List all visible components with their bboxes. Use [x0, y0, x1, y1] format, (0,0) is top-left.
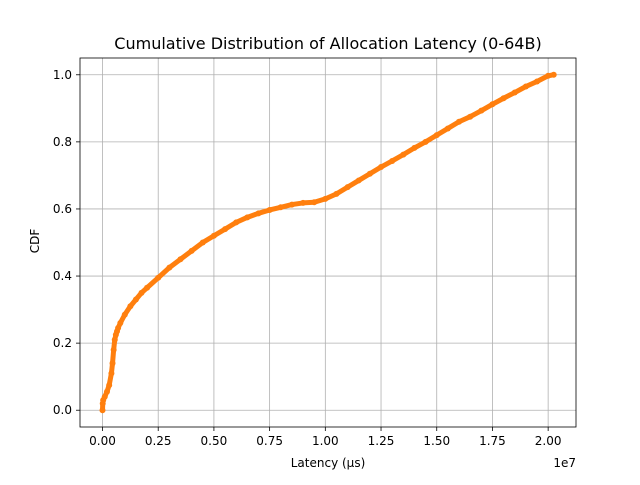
x-axis-offset-label: 1e7: [553, 456, 576, 470]
cdf-data-point: [311, 199, 318, 206]
cdf-data-point: [144, 284, 151, 291]
cdf-data-point: [389, 157, 396, 164]
x-tick-label: 0.25: [145, 434, 172, 448]
cdf-data-point: [333, 190, 340, 197]
cdf-data-point: [400, 151, 407, 158]
cdf-data-point: [110, 346, 117, 353]
cdf-data-point: [155, 274, 162, 281]
cdf-data-point: [101, 393, 108, 400]
x-tick-label: 0.00: [89, 434, 116, 448]
cdf-data-point: [422, 138, 429, 145]
y-tick-label: 0.6: [53, 202, 72, 216]
cdf-data-point: [188, 247, 195, 254]
cdf-data-point: [106, 382, 113, 389]
cdf-data-point: [177, 256, 184, 263]
cdf-data-point: [322, 195, 329, 202]
cdf-data-point: [244, 214, 251, 221]
chart-title: Cumulative Distribution of Allocation La…: [114, 34, 541, 53]
cdf-data-point: [288, 201, 295, 208]
x-tick-label: 1.50: [423, 434, 450, 448]
series-layer: [99, 71, 557, 414]
cdf-data-point: [522, 83, 529, 90]
cdf-data-point: [199, 239, 206, 246]
ticks: 0.00 0.25 0.50 0.75 1.00 1.25 1.50 1.75 2.00 0.0 0…: [53, 68, 562, 448]
cdf-data-point: [511, 89, 518, 96]
cdf-data-point: [300, 199, 307, 206]
cdf-data-point: [277, 204, 284, 211]
cdf-data-point: [132, 296, 139, 303]
cdf-data-point: [500, 95, 507, 102]
x-tick-label: 0.75: [256, 434, 283, 448]
y-tick-label: 0.2: [53, 336, 72, 350]
cdf-data-point: [534, 78, 541, 85]
cdf-data-point: [233, 219, 240, 226]
y-tick-label: 0.8: [53, 135, 72, 149]
x-tick-label: 0.50: [201, 434, 228, 448]
x-tick-label: 1.75: [479, 434, 506, 448]
cdf-data-point: [255, 210, 262, 217]
axes-frame: [79, 57, 577, 428]
cdf-data-point: [489, 101, 496, 108]
cdf-data-point: [266, 206, 273, 213]
x-tick-label: 2.00: [535, 434, 562, 448]
y-axis-label: CDF: [28, 229, 42, 254]
cdf-data-point: [344, 184, 351, 191]
cdf-data-point: [433, 132, 440, 139]
cdf-data-point: [355, 177, 362, 184]
cdf-data-point: [111, 336, 118, 343]
cdf-data-point: [109, 360, 116, 367]
cdf-data-point: [117, 320, 124, 327]
cdf-data-point: [210, 232, 217, 239]
x-axis-label: Latency (µs): [291, 456, 366, 470]
cdf-data-point: [444, 125, 451, 132]
cdf-data-point: [378, 164, 385, 171]
cdf-data-point: [127, 303, 134, 310]
y-tick-label: 0.4: [53, 269, 72, 283]
cdf-data-point: [411, 144, 418, 151]
cdf-data-point: [99, 407, 106, 414]
cdf-data-point: [222, 226, 229, 233]
y-tick-label: 0.0: [53, 403, 72, 417]
cdf-data-point: [121, 311, 128, 318]
cdf-data-point: [550, 71, 557, 78]
cdf-data-point: [103, 388, 110, 395]
x-tick-label: 1.00: [312, 434, 339, 448]
cdf-data-point: [545, 72, 552, 79]
cdf-data-point: [366, 170, 373, 177]
x-tick-label: 1.25: [368, 434, 395, 448]
cdf-data-point: [478, 107, 485, 114]
cdf-data-point: [456, 118, 463, 125]
cdf-data-point: [166, 264, 173, 271]
cdf-data-point: [467, 113, 474, 120]
cdf-data-point: [115, 325, 122, 332]
cdf-data-point: [108, 370, 115, 377]
cdf-data-point: [138, 289, 145, 296]
y-tick-label: 1.0: [53, 68, 72, 82]
